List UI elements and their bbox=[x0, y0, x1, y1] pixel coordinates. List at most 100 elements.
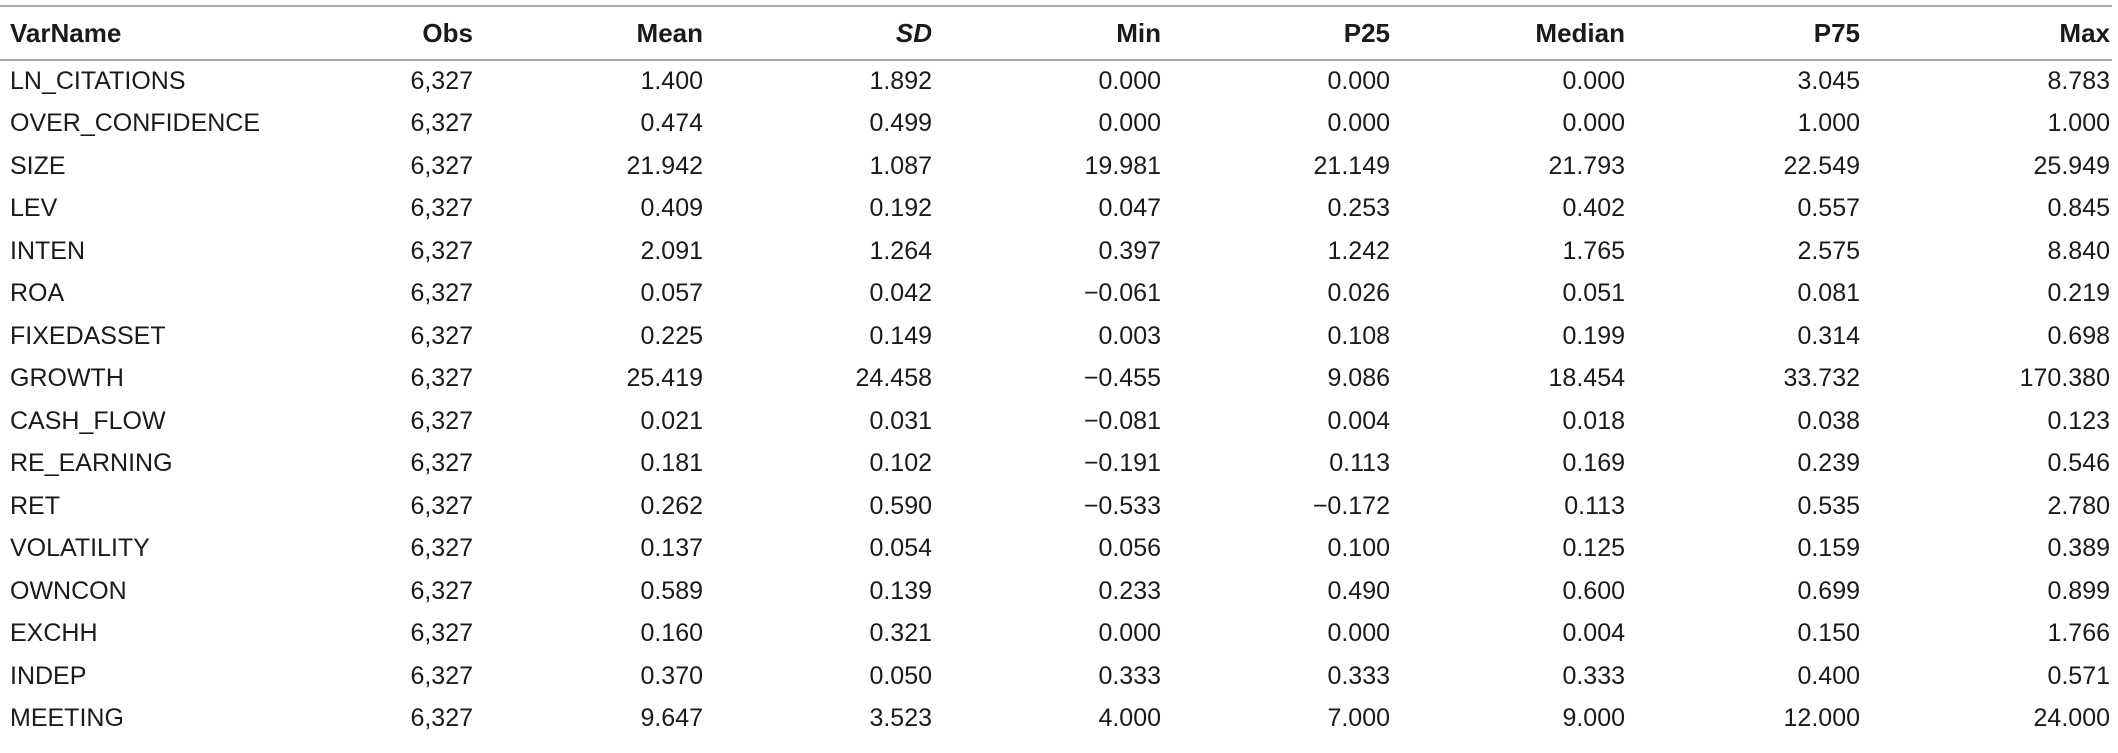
cell-p25: 0.333 bbox=[1327, 661, 1390, 690]
cell-sd: 1.087 bbox=[869, 151, 932, 180]
header-min: Min bbox=[934, 5, 1163, 61]
cell-sd: 0.590 bbox=[869, 491, 932, 520]
cell-obs: 6,327 bbox=[410, 619, 473, 648]
cell-varname: CASH_FLOW bbox=[10, 406, 166, 435]
table-row: ROA 6,327 0.057 0.042 −0.061 0.026 0.051 0.081 0… bbox=[0, 273, 2112, 316]
cell-p75: 22.549 bbox=[1783, 151, 1860, 180]
header-p25: P25 bbox=[1163, 5, 1392, 61]
cell-max: 1.766 bbox=[2047, 619, 2110, 648]
cell-median: 9.000 bbox=[1562, 704, 1625, 733]
cell-obs: 6,327 bbox=[410, 661, 473, 690]
header-max: Max bbox=[1862, 5, 2112, 61]
cell-max: 0.123 bbox=[2047, 406, 2110, 435]
cell-obs: 6,327 bbox=[410, 194, 473, 223]
cell-min: 0.047 bbox=[1098, 194, 1161, 223]
cell-min: 0.000 bbox=[1098, 109, 1161, 138]
cell-varname: GROWTH bbox=[10, 364, 124, 393]
cell-min: 0.333 bbox=[1098, 661, 1161, 690]
cell-p75: 12.000 bbox=[1783, 704, 1860, 733]
cell-median: 0.004 bbox=[1562, 619, 1625, 648]
cell-max: 0.899 bbox=[2047, 576, 2110, 605]
cell-p25: 1.242 bbox=[1327, 236, 1390, 265]
cell-sd: 0.102 bbox=[869, 449, 932, 478]
cell-varname: VOLATILITY bbox=[10, 534, 150, 563]
cell-min: 0.233 bbox=[1098, 576, 1161, 605]
cell-mean: 0.225 bbox=[640, 321, 703, 350]
cell-obs: 6,327 bbox=[410, 491, 473, 520]
cell-p25: 0.004 bbox=[1327, 406, 1390, 435]
table-row: INTEN 6,327 2.091 1.264 0.397 1.242 1.765 2.575… bbox=[0, 230, 2112, 273]
cell-sd: 1.264 bbox=[869, 236, 932, 265]
cell-min: 0.056 bbox=[1098, 534, 1161, 563]
cell-varname: RET bbox=[10, 491, 60, 520]
cell-min: 19.981 bbox=[1084, 151, 1161, 180]
cell-median: 0.199 bbox=[1562, 321, 1625, 350]
cell-max: 0.219 bbox=[2047, 279, 2110, 308]
header-obs: Obs bbox=[230, 5, 475, 61]
cell-sd: 0.192 bbox=[869, 194, 932, 223]
cell-varname: INTEN bbox=[10, 236, 85, 265]
cell-sd: 0.149 bbox=[869, 321, 932, 350]
cell-sd: 0.054 bbox=[869, 534, 932, 563]
cell-varname: EXCHH bbox=[10, 619, 98, 648]
cell-obs: 6,327 bbox=[410, 704, 473, 733]
cell-p25: 0.000 bbox=[1327, 67, 1390, 96]
cell-median: 0.125 bbox=[1562, 534, 1625, 563]
cell-min: −0.191 bbox=[1083, 449, 1161, 478]
table-row: VOLATILITY 6,327 0.137 0.054 0.056 0.100 0.125… bbox=[0, 528, 2112, 571]
cell-max: 0.698 bbox=[2047, 321, 2110, 350]
cell-max: 8.840 bbox=[2047, 236, 2110, 265]
cell-p75: 0.038 bbox=[1797, 406, 1860, 435]
cell-p25: 9.086 bbox=[1327, 364, 1390, 393]
cell-p75: 0.699 bbox=[1797, 576, 1860, 605]
cell-sd: 0.139 bbox=[869, 576, 932, 605]
descriptive-statistics-table: VarName Obs Mean SD Min P25 Median P75 M… bbox=[0, 5, 2112, 740]
table-row: RET 6,327 0.262 0.590 −0.533 −0.172 0.113 0.535… bbox=[0, 485, 2112, 528]
cell-obs: 6,327 bbox=[410, 449, 473, 478]
cell-p75: 0.150 bbox=[1797, 619, 1860, 648]
cell-p75: 3.045 bbox=[1797, 67, 1860, 96]
table-row: LEV 6,327 0.409 0.192 0.047 0.253 0.402 0.557 0.… bbox=[0, 188, 2112, 231]
cell-p25: 21.149 bbox=[1313, 151, 1390, 180]
header-p75: P75 bbox=[1627, 5, 1862, 61]
cell-p25: 0.000 bbox=[1327, 109, 1390, 138]
cell-sd: 1.892 bbox=[869, 67, 932, 96]
cell-median: 0.333 bbox=[1562, 661, 1625, 690]
cell-max: 25.949 bbox=[2033, 151, 2110, 180]
cell-obs: 6,327 bbox=[410, 67, 473, 96]
cell-obs: 6,327 bbox=[410, 406, 473, 435]
cell-p25: 0.000 bbox=[1327, 619, 1390, 648]
cell-median: 21.793 bbox=[1548, 151, 1625, 180]
cell-p75: 0.239 bbox=[1797, 449, 1860, 478]
header-varname: VarName bbox=[0, 5, 230, 61]
cell-median: 0.000 bbox=[1562, 67, 1625, 96]
cell-median: 0.051 bbox=[1562, 279, 1625, 308]
table-row: GROWTH 6,327 25.419 24.458 −0.455 9.086 18.454… bbox=[0, 358, 2112, 401]
cell-min: −0.533 bbox=[1083, 491, 1161, 520]
cell-mean: 9.647 bbox=[640, 704, 703, 733]
cell-mean: 0.262 bbox=[640, 491, 703, 520]
cell-median: 0.113 bbox=[1564, 491, 1625, 520]
cell-median: 0.402 bbox=[1562, 194, 1625, 223]
header-row: VarName Obs Mean SD Min P25 Median P75 M… bbox=[0, 5, 2112, 61]
cell-min: 0.397 bbox=[1098, 236, 1161, 265]
cell-median: 0.169 bbox=[1562, 449, 1625, 478]
cell-max: 0.845 bbox=[2047, 194, 2110, 223]
header-median: Median bbox=[1392, 5, 1627, 61]
cell-sd: 0.031 bbox=[869, 406, 932, 435]
cell-min: 0.003 bbox=[1098, 321, 1161, 350]
table-row: EXCHH 6,327 0.160 0.321 0.000 0.000 0.004 0.150… bbox=[0, 613, 2112, 656]
cell-max: 24.000 bbox=[2033, 704, 2110, 733]
header-sd: SD bbox=[705, 5, 934, 61]
cell-obs: 6,327 bbox=[410, 109, 473, 138]
cell-mean: 0.474 bbox=[640, 109, 703, 138]
cell-mean: 21.942 bbox=[626, 151, 703, 180]
table-row: MEETING 6,327 9.647 3.523 4.000 7.000 9.000 12.… bbox=[0, 698, 2112, 741]
cell-sd: 0.321 bbox=[869, 619, 932, 648]
cell-median: 1.765 bbox=[1562, 236, 1625, 265]
cell-max: 0.571 bbox=[2047, 661, 2110, 690]
cell-varname: RE_EARNING bbox=[10, 449, 173, 478]
table-row: OVER_CONFIDENCE 6,327 0.474 0.499 0.000 0.000… bbox=[0, 103, 2112, 146]
cell-median: 0.000 bbox=[1562, 109, 1625, 138]
